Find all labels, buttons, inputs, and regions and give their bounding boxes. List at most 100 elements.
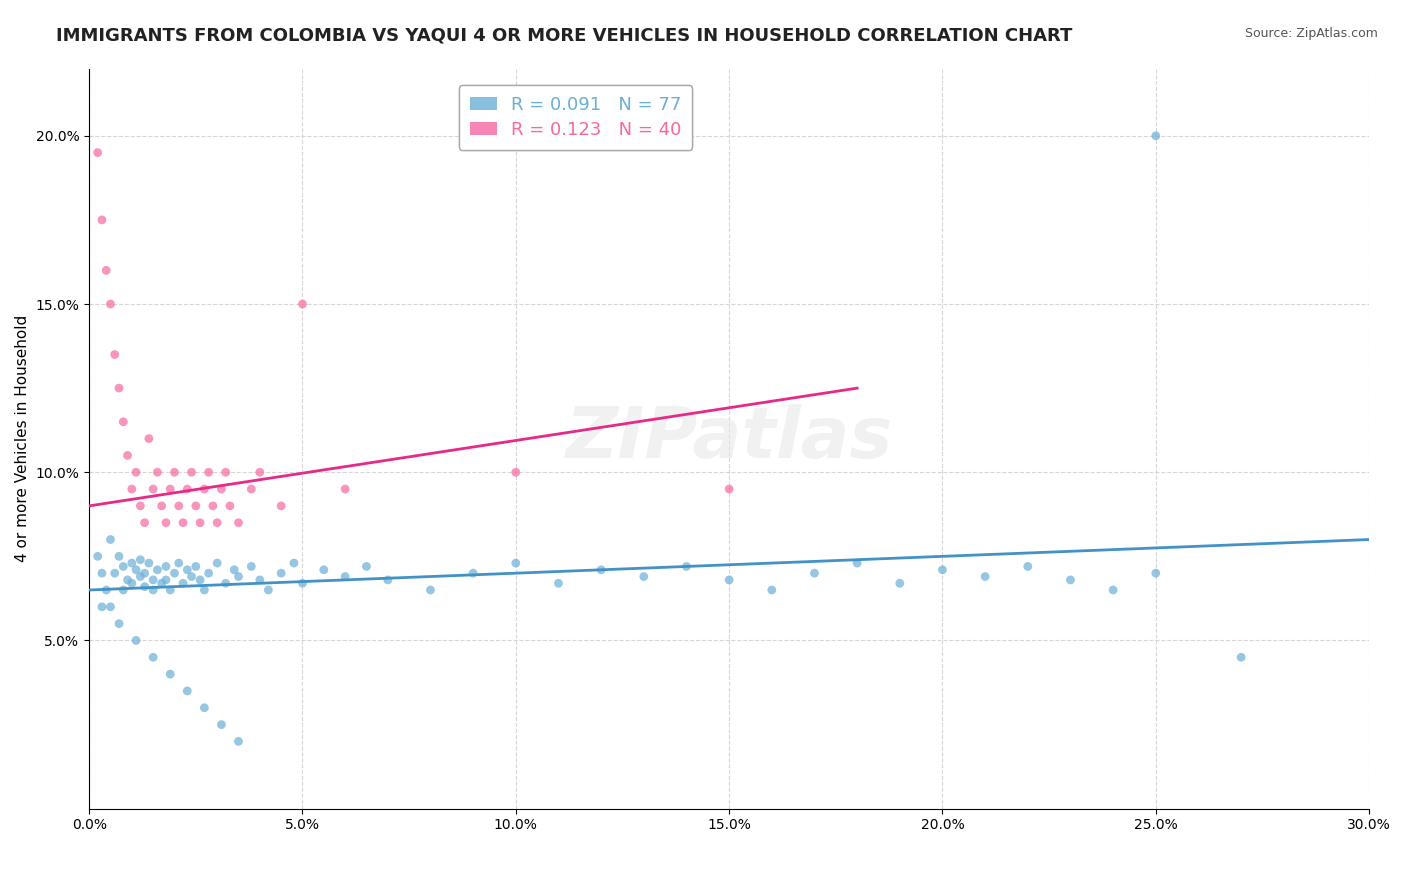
Point [150,576,173,591]
Point [1144,128,1167,143]
Point [104,347,127,361]
Point [117,573,139,587]
Point [931,563,953,577]
Point [197,566,219,581]
Point [240,559,263,574]
Point [100,297,122,311]
Point [159,667,181,681]
Point [718,573,741,587]
Point [108,616,131,631]
Point [150,499,173,513]
Legend: R = 0.091   N = 77, R = 0.123   N = 40: R = 0.091 N = 77, R = 0.123 N = 40 [458,85,692,150]
Point [184,559,207,574]
Point [108,381,131,395]
Point [96,263,118,277]
Point [1144,566,1167,581]
Point [249,573,271,587]
Point [125,563,148,577]
Point [129,569,152,583]
Point [163,465,186,479]
Point [209,482,232,496]
Point [159,582,181,597]
Point [505,465,527,479]
Point [86,145,108,160]
Point [125,633,148,648]
Point [91,599,114,614]
Point [228,569,250,583]
Point [1230,650,1253,665]
Point [121,556,143,570]
Point [249,465,271,479]
Point [172,516,194,530]
Point [283,556,305,570]
Y-axis label: 4 or more Vehicles in Household: 4 or more Vehicles in Household [15,315,30,562]
Point [215,576,238,591]
Point [112,415,135,429]
Point [291,297,314,311]
Point [146,465,169,479]
Point [163,566,186,581]
Point [112,582,135,597]
Point [193,582,215,597]
Point [228,516,250,530]
Point [91,566,114,581]
Point [675,559,697,574]
Point [803,566,825,581]
Point [333,569,356,583]
Point [188,516,211,530]
Point [134,566,156,581]
Point [146,563,169,577]
Point [257,582,280,597]
Point [180,465,202,479]
Point [889,576,911,591]
Point [176,563,198,577]
Point [270,499,292,513]
Point [172,576,194,591]
Point [1017,559,1039,574]
Point [215,465,238,479]
Point [142,573,165,587]
Point [193,700,215,714]
Point [205,556,228,570]
Point [356,559,378,574]
Point [96,582,118,597]
Point [176,684,198,698]
Point [228,734,250,748]
Point [108,549,131,564]
Point [718,482,741,496]
Point [547,576,569,591]
Point [333,482,356,496]
Point [121,482,143,496]
Point [193,482,215,496]
Point [1102,582,1125,597]
Point [167,499,190,513]
Point [134,580,156,594]
Point [117,449,139,463]
Text: ZIPatlas: ZIPatlas [565,404,893,473]
Point [125,465,148,479]
Point [104,566,127,581]
Point [129,552,152,566]
Point [846,556,869,570]
Point [142,482,165,496]
Point [240,482,263,496]
Point [142,582,165,597]
Point [112,559,135,574]
Point [224,563,246,577]
Point [155,559,177,574]
Point [121,576,143,591]
Point [142,650,165,665]
Point [633,569,655,583]
Point [419,582,441,597]
Point [176,482,198,496]
Point [180,569,202,583]
Point [91,213,114,227]
Point [312,563,335,577]
Point [100,599,122,614]
Point [167,556,190,570]
Point [463,566,485,581]
Point [159,482,181,496]
Point [155,516,177,530]
Point [1059,573,1081,587]
Point [188,573,211,587]
